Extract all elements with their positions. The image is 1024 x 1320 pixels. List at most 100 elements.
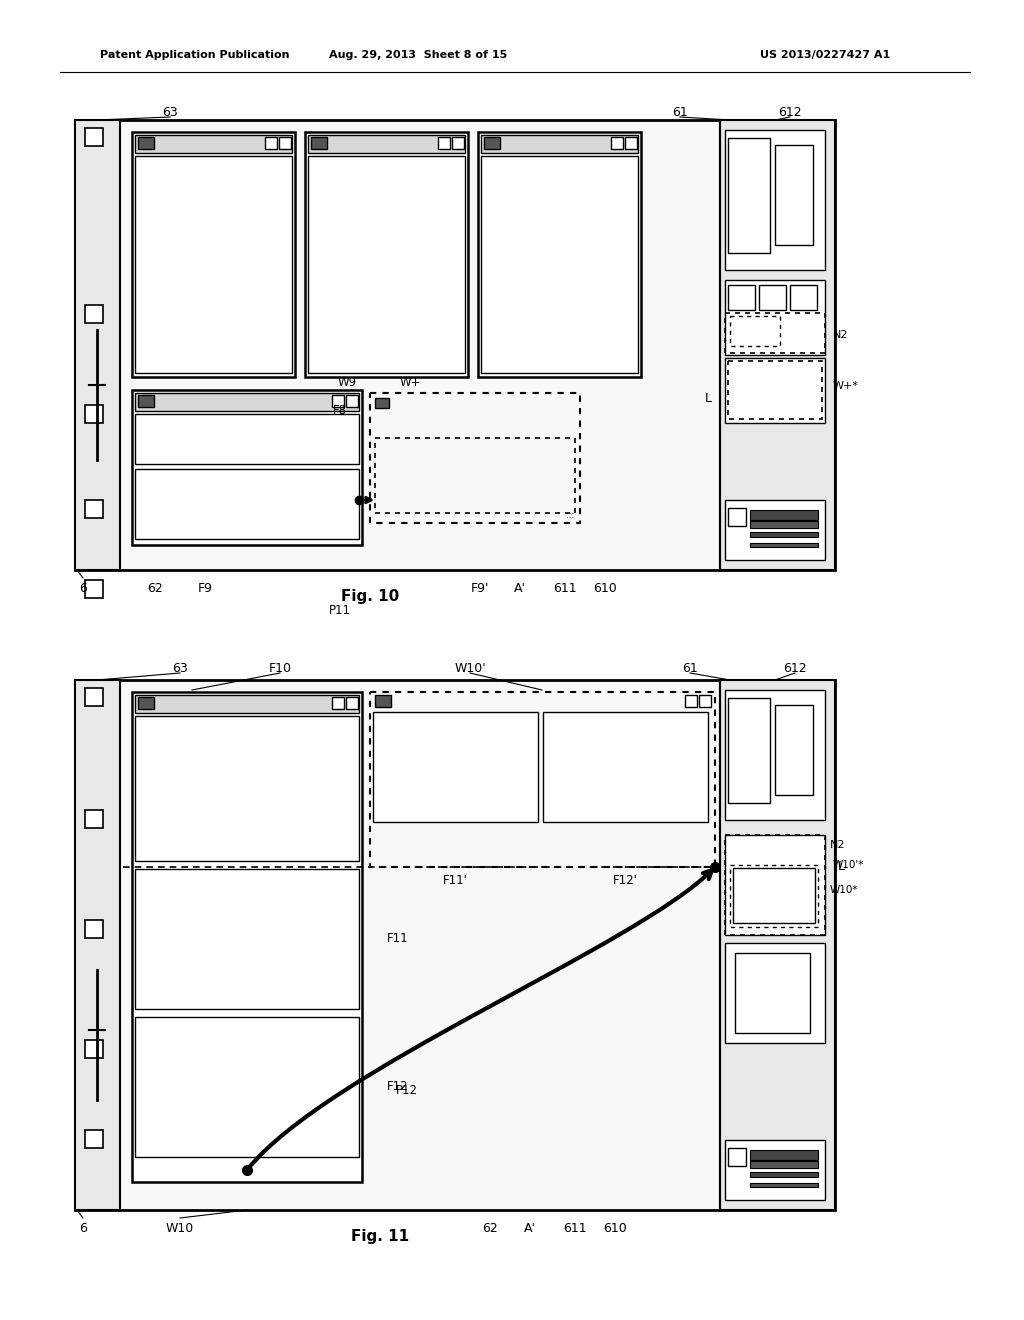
Text: 61: 61 — [682, 661, 698, 675]
Bar — [725, 690, 825, 820]
Bar — [132, 692, 362, 1181]
Text: F8: F8 — [333, 404, 347, 417]
Bar — [135, 696, 359, 713]
Text: F12': F12' — [612, 874, 637, 887]
Bar — [790, 285, 817, 310]
Text: 61: 61 — [672, 106, 688, 119]
Text: A': A' — [514, 582, 526, 594]
Bar — [332, 395, 344, 407]
Text: Patent Application Publication: Patent Application Publication — [100, 50, 290, 59]
Text: F9': F9' — [471, 582, 489, 594]
Bar — [308, 156, 465, 374]
Bar — [725, 836, 825, 935]
Text: Fig. 11: Fig. 11 — [351, 1229, 409, 1243]
Bar — [484, 137, 500, 149]
Bar — [730, 315, 780, 346]
Bar — [375, 696, 391, 708]
Bar — [478, 132, 641, 378]
Bar — [135, 414, 359, 465]
Bar — [750, 1172, 818, 1177]
Text: 62: 62 — [147, 582, 163, 594]
Bar — [75, 680, 120, 1210]
Bar — [725, 500, 825, 560]
Bar — [85, 920, 103, 939]
Bar — [132, 389, 362, 545]
Text: 611: 611 — [563, 1221, 587, 1234]
Bar — [750, 1162, 818, 1168]
Bar — [373, 711, 538, 822]
Bar — [85, 305, 103, 323]
Text: 610: 610 — [603, 1221, 627, 1234]
Text: A': A' — [524, 1221, 536, 1234]
Bar — [725, 358, 825, 422]
Bar — [135, 156, 292, 374]
Text: W+: W+ — [399, 375, 421, 388]
Text: Fig. 10: Fig. 10 — [341, 589, 399, 603]
Text: L: L — [705, 392, 712, 404]
Bar — [265, 137, 278, 149]
Bar — [725, 942, 825, 1043]
Bar — [135, 135, 292, 153]
Text: F12: F12 — [387, 1081, 409, 1093]
Bar — [725, 129, 825, 271]
Bar — [728, 285, 755, 310]
Bar — [138, 395, 154, 407]
Bar — [720, 680, 835, 1210]
Bar — [138, 137, 154, 149]
Text: :::: ::: — [566, 511, 574, 520]
Bar — [311, 137, 327, 149]
Text: 610: 610 — [593, 582, 616, 594]
Text: F9: F9 — [198, 582, 213, 594]
Text: W10': W10' — [454, 661, 485, 675]
Bar — [85, 579, 103, 598]
Bar — [750, 1183, 818, 1187]
Bar — [85, 688, 103, 706]
Bar — [728, 698, 770, 803]
Text: W10*: W10* — [830, 884, 858, 895]
Text: L: L — [838, 861, 845, 874]
Text: 6: 6 — [79, 582, 87, 594]
Text: Aug. 29, 2013  Sheet 8 of 15: Aug. 29, 2013 Sheet 8 of 15 — [329, 50, 507, 59]
Bar — [750, 1150, 818, 1160]
Bar — [728, 139, 770, 253]
Bar — [728, 508, 746, 525]
Bar — [305, 132, 468, 378]
Text: W9: W9 — [338, 375, 357, 388]
Bar — [625, 137, 637, 149]
Bar — [685, 696, 697, 708]
Bar — [730, 865, 818, 927]
Bar — [85, 128, 103, 147]
Text: 63: 63 — [162, 106, 178, 119]
Text: W10'*: W10'* — [833, 861, 864, 870]
Bar — [759, 285, 786, 310]
Bar — [543, 711, 708, 822]
Text: F11: F11 — [387, 932, 409, 945]
Bar — [75, 120, 835, 570]
Bar — [733, 869, 815, 923]
Bar — [135, 869, 359, 1008]
Bar — [135, 715, 359, 861]
Bar — [346, 697, 358, 709]
Bar — [85, 405, 103, 422]
Bar — [308, 135, 465, 153]
Bar — [750, 543, 818, 546]
Bar — [735, 953, 810, 1034]
Text: W10: W10 — [166, 1221, 195, 1234]
Bar — [452, 137, 464, 149]
FancyArrowPatch shape — [247, 870, 712, 1170]
Bar — [481, 156, 638, 374]
Text: US 2013/0227427 A1: US 2013/0227427 A1 — [760, 50, 890, 59]
Bar — [346, 395, 358, 407]
Bar — [725, 313, 825, 352]
Text: W+*: W+* — [833, 381, 859, 391]
Text: 62: 62 — [482, 1221, 498, 1234]
Bar — [135, 393, 359, 411]
Bar — [370, 393, 580, 523]
Bar — [370, 692, 715, 867]
Bar — [728, 1148, 746, 1166]
Bar — [375, 399, 389, 408]
Bar — [85, 500, 103, 517]
Bar — [728, 360, 822, 418]
Bar — [375, 438, 575, 513]
Bar — [132, 132, 295, 378]
